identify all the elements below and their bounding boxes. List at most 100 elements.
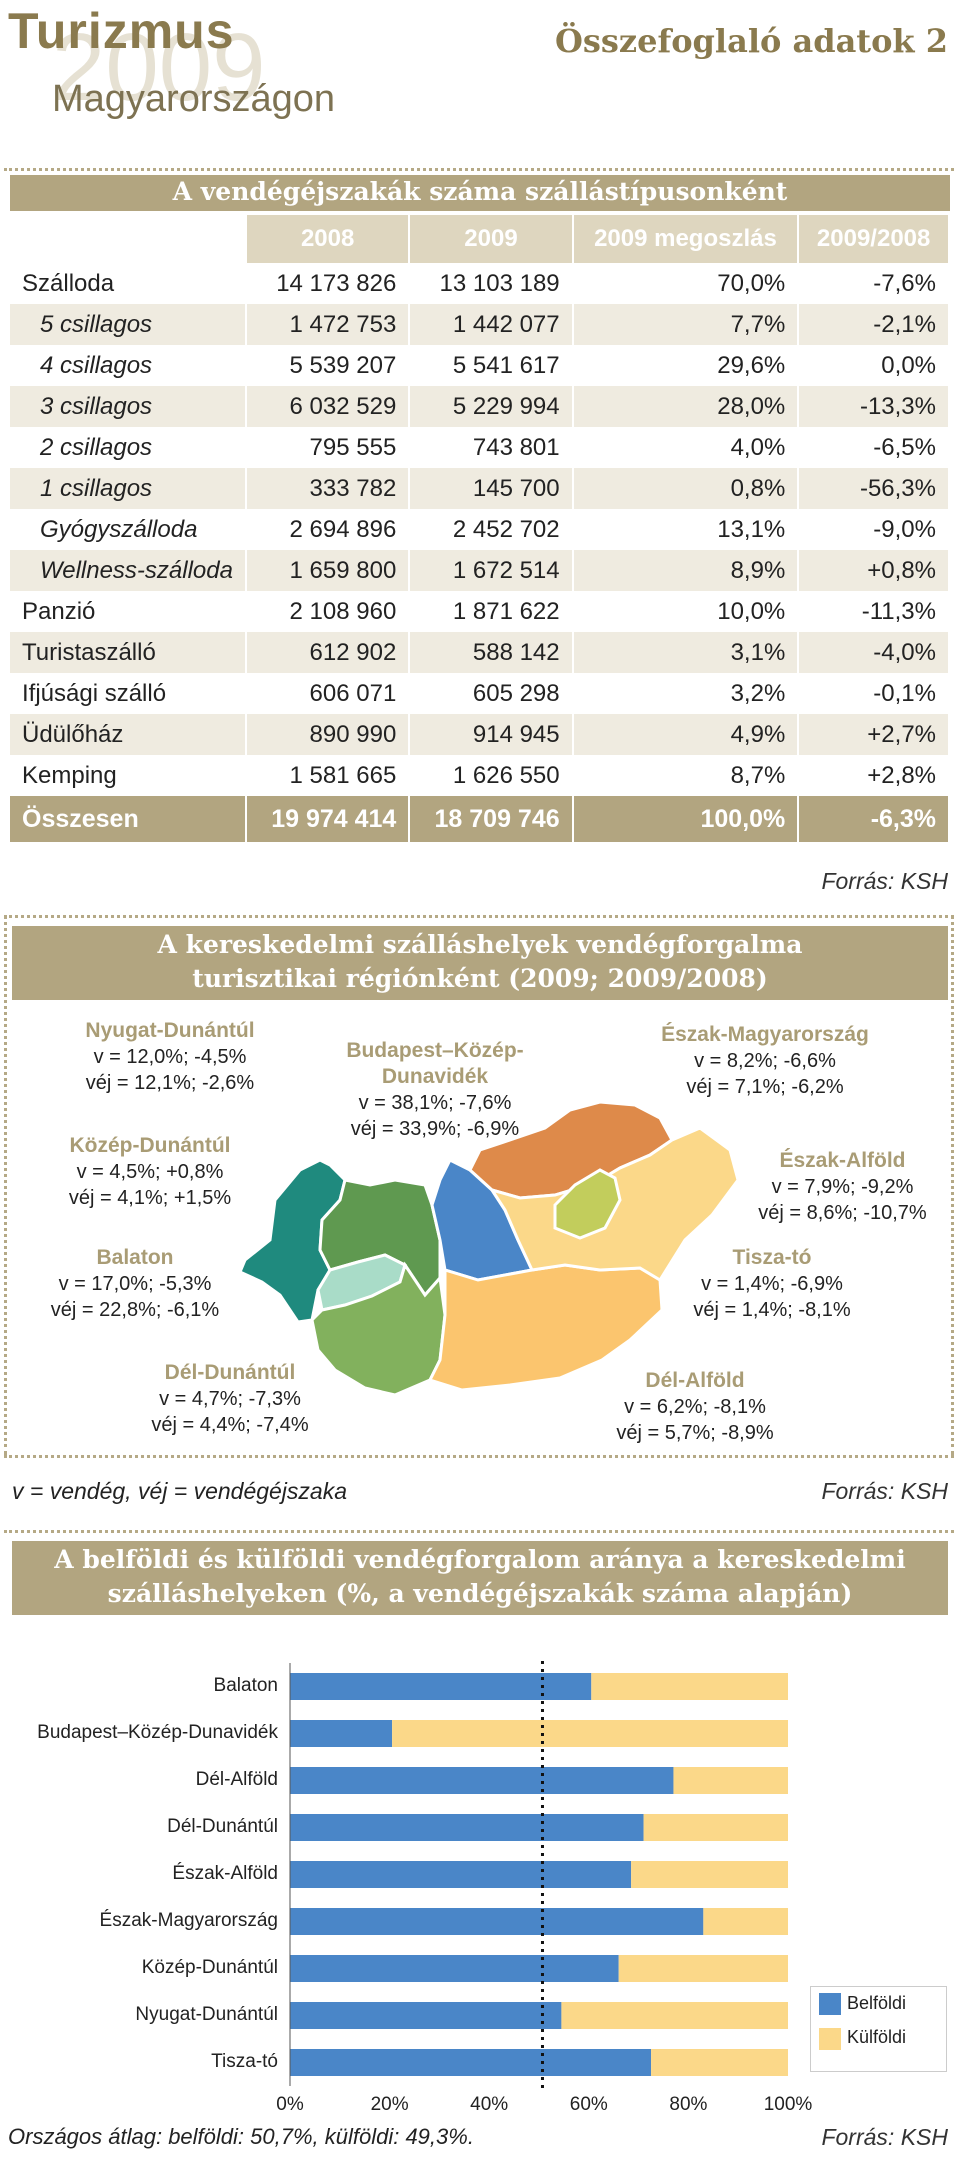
table-cell-v2009: 1 442 077 (409, 304, 574, 345)
table-cell-v2009: 5 229 994 (409, 386, 574, 427)
map-source: Forrás: KSH (821, 1478, 948, 1504)
legend-swatch (819, 2027, 841, 2050)
table-cell-label: 2 csillagos (10, 427, 247, 468)
legend-label: Külföldi (847, 2027, 907, 2048)
x-tick-label: 0% (276, 2094, 304, 2115)
y-tick-label: Dél-Dunántúl (167, 1816, 278, 1837)
region-night-value: véj = 7,1%; -6,2% (686, 1076, 844, 1098)
table-cell-label: Gyógyszálloda (10, 509, 247, 550)
table-cell-share: 10,0% (572, 591, 800, 632)
bar-kulfoldi (643, 1814, 788, 1841)
chart-note: Országos átlag: belföldi: 50,7%, külföld… (8, 2124, 474, 2149)
header-title: Turizmus (8, 3, 235, 59)
region-name: Balaton (96, 1246, 174, 1269)
region-night-value: véj = 33,9%; -6,9% (350, 1118, 520, 1140)
dotted-divider (4, 1455, 954, 1458)
table-cell-share: 8,7% (572, 755, 800, 796)
table-cell-v2009: 1 626 550 (409, 755, 574, 796)
region-night-value: véj = 8,6%; -10,7% (758, 1202, 927, 1224)
table-cell-v2009: 5 541 617 (409, 345, 574, 386)
legend-label: Belföldi (847, 1993, 907, 2013)
bar-kulfoldi (618, 1955, 788, 1982)
region-label: Tisza-tó v = 1,4%; -6,9% véj = 1,4%; -8,1% (672, 1245, 872, 1323)
x-tick-label: 20% (370, 2094, 409, 2115)
table-cell-share: 7,7% (572, 304, 800, 345)
table-cell-change: -11,3% (798, 591, 950, 632)
region-night-value: véj = 5,7%; -8,9% (616, 1422, 774, 1444)
table-row: 4 csillagos 5 539 207 5 541 617 29,6% 0,0% (10, 345, 950, 386)
table-row: 1 csillagos 333 782 145 700 0,8% -56,3% (10, 468, 950, 509)
region-guest-value: v = 4,7%; -7,3% (159, 1388, 301, 1410)
y-tick-label: Dél-Alföld (195, 1769, 278, 1790)
chart-title: A belföldi és külföldi vendégforgalom ar… (12, 1541, 948, 1615)
table-cell-label: Ifjúsági szálló (10, 673, 247, 714)
table-row: Ifjúsági szálló 606 071 605 298 3,2% -0,1% (10, 673, 950, 714)
y-tick-label: Nyugat-Dunántúl (135, 2004, 278, 2025)
table-cell-label: Szálloda (10, 263, 247, 304)
table-cell-v2009: 1 871 622 (409, 591, 574, 632)
dotted-divider (4, 1530, 954, 1533)
table-row: 3 csillagos 6 032 529 5 229 994 28,0% -13,3% (10, 386, 950, 427)
map-note: v = vendég, véj = vendégéjszaka (12, 1478, 348, 1504)
table-cell-v2009: 145 700 (409, 468, 574, 509)
table-cell-v2008: 612 902 (245, 632, 411, 673)
chart-title-line1: A belföldi és külföldi vendégforgalom ar… (54, 1545, 906, 1574)
region-guest-value: v = 4,5%; +0,8% (76, 1161, 224, 1183)
table-header-empty (10, 215, 247, 263)
table-header-row: 2008 2009 2009 megoszlás 2009/2008 (10, 215, 950, 263)
table-cell-share: 3,1% (572, 632, 800, 673)
region-guest-value: v = 8,2%; -6,6% (694, 1050, 836, 1072)
table-header-share: 2009 megoszlás (572, 215, 800, 263)
table-cell-v2008: 5 539 207 (245, 345, 411, 386)
y-tick-label: Észak-Alföld (172, 1863, 278, 1884)
map-region-del-dunantul (310, 1261, 447, 1397)
bar-kulfoldi (591, 1673, 788, 1700)
dotted-divider (4, 915, 7, 1455)
region-label: Dél-Alföld v = 6,2%; -8,1% véj = 5,7%; -8,… (575, 1368, 815, 1446)
table-cell-share: 3,2% (572, 673, 800, 714)
table-cell-share: 29,6% (572, 345, 800, 386)
chart-title-line2: szálláshelyeken (%, a vendégéjszakák szá… (107, 1579, 853, 1608)
bar-kulfoldi (703, 1908, 788, 1935)
table-cell-share: 13,1% (572, 509, 800, 550)
table-cell-change: +2,7% (798, 714, 950, 755)
total-2009: 18 709 746 (409, 796, 574, 842)
table-cell-change: -2,1% (798, 304, 950, 345)
header-right-title: Összefoglaló adatok 2 (555, 22, 948, 60)
region-name: Budapest–Közép-Dunavidék (346, 1039, 524, 1088)
bar-kulfoldi (651, 2049, 788, 2076)
table-cell-v2008: 2 108 960 (245, 591, 411, 632)
y-tick-label: Közép-Dunántúl (141, 1957, 278, 1978)
table-total-row: Összesen 19 974 414 18 709 746 100,0% -6… (10, 796, 950, 842)
total-change: -6,3% (798, 796, 950, 842)
bar-belfoldi (290, 1720, 393, 1747)
table-cell-share: 4,0% (572, 427, 800, 468)
table-cell-change: -7,6% (798, 263, 950, 304)
bar-belfoldi (290, 1767, 674, 1794)
table-row: Gyógyszálloda 2 694 896 2 452 702 13,1% -9,0… (10, 509, 950, 550)
legend-item-kulfoldi: Külföldi (811, 2021, 946, 2055)
table-cell-v2008: 795 555 (245, 427, 411, 468)
accommodation-table: 2008 2009 2009 megoszlás 2009/2008 Száll… (10, 215, 950, 842)
region-name: Közép-Dunántúl (69, 1134, 231, 1157)
table-cell-v2008: 606 071 (245, 673, 411, 714)
map-title-line2: turisztikai régiónként (2009; 2009/2008) (192, 964, 768, 993)
region-night-value: véj = 1,4%; -8,1% (693, 1299, 851, 1321)
region-name: Dél-Alföld (645, 1369, 745, 1392)
table-cell-change: -6,5% (798, 427, 950, 468)
map-region-tisza-to (553, 1168, 622, 1240)
map-title: A kereskedelmi szálláshelyek vendégforga… (12, 926, 948, 1000)
table-header-2009: 2009 (409, 215, 574, 263)
table-cell-v2009: 914 945 (409, 714, 574, 755)
table-cell-v2008: 1 659 800 (245, 550, 411, 591)
table-row: Wellness-szálloda 1 659 800 1 672 514 8,9% +… (10, 550, 950, 591)
table-cell-change: -9,0% (798, 509, 950, 550)
region-name: Észak-Alföld (779, 1149, 906, 1172)
table-row: Üdülőház 890 990 914 945 4,9% +2,7% (10, 714, 950, 755)
region-night-value: véj = 4,4%; -7,4% (151, 1414, 309, 1436)
region-name: Észak-Magyarország (661, 1023, 869, 1046)
table-row: Kemping 1 581 665 1 626 550 8,7% +2,8% (10, 755, 950, 796)
bar-kulfoldi (631, 1861, 788, 1888)
table-cell-change: -4,0% (798, 632, 950, 673)
